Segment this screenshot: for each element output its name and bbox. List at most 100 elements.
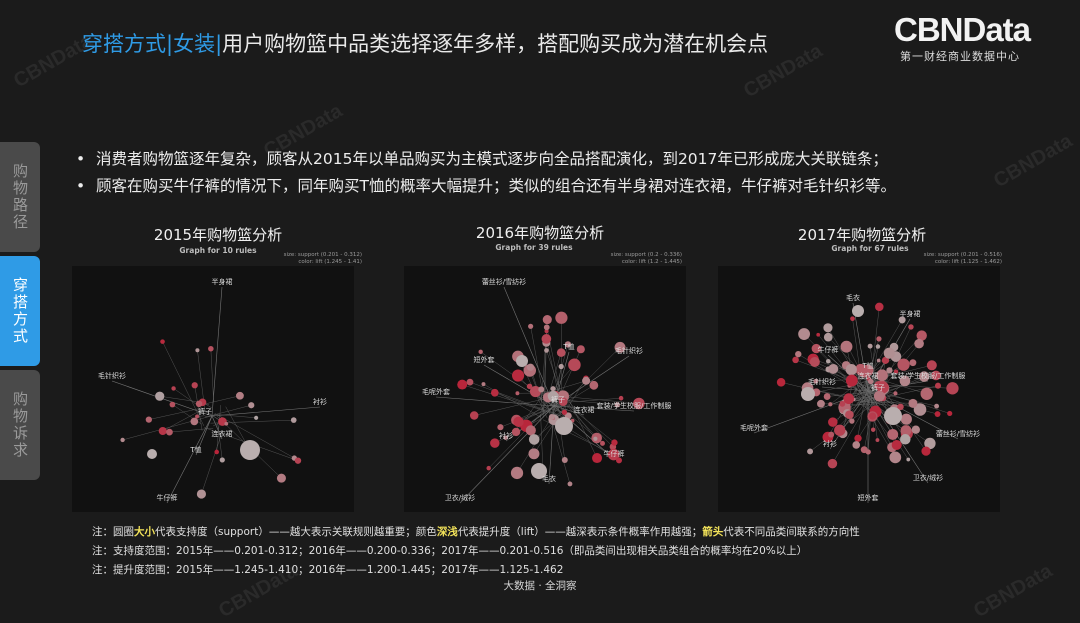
node-label: 毛针织衫 xyxy=(615,346,643,355)
node-label: 卫衣/绒衫 xyxy=(913,473,943,482)
node-label: 短外套 xyxy=(858,493,879,502)
node-label: 牛仔裤 xyxy=(157,493,178,502)
graph-node xyxy=(841,341,853,353)
graph-node xyxy=(889,451,901,463)
graph-legend-2016: size: support (0.2 - 0.336) color: lift … xyxy=(572,252,682,266)
graph-legend-2015: size: support (0.201 - 0.312) color: lif… xyxy=(252,252,362,266)
node-label: 连衣裙 xyxy=(212,429,233,438)
graph-node xyxy=(828,364,838,374)
graph-node xyxy=(516,355,528,367)
graph-node xyxy=(190,418,198,426)
node-label: 毛呢外套 xyxy=(740,423,768,432)
node-label: T恤 xyxy=(562,342,574,351)
graph-node xyxy=(527,384,532,389)
graph-node xyxy=(892,440,902,450)
graph-node xyxy=(909,359,916,366)
graph-node xyxy=(901,414,912,425)
graph-node xyxy=(828,459,837,468)
graph-node xyxy=(254,416,258,420)
tab-outfit-style[interactable]: 穿搭方式 xyxy=(0,256,40,366)
graph-node xyxy=(208,346,214,352)
graph-node xyxy=(582,377,590,385)
graph-node xyxy=(807,448,813,454)
graph-node xyxy=(196,401,202,407)
graph-node xyxy=(843,393,854,404)
graph-node xyxy=(248,402,254,408)
graph-node xyxy=(467,379,474,386)
node-label: 短外套 xyxy=(474,355,495,364)
bullet-item: 消费者购物篮逐年复杂，顾客从2015年以单品购买为主模式逐步向全品搭配演化，到2… xyxy=(74,146,1064,173)
node-label: 毛呢外套 xyxy=(422,387,450,396)
graph-node xyxy=(170,402,176,408)
graph-node xyxy=(611,439,617,445)
graph-node xyxy=(550,386,555,391)
graph-node xyxy=(906,458,910,462)
graph-node xyxy=(908,399,917,408)
graph-node xyxy=(846,375,858,387)
node-label: 连衣裙 xyxy=(574,405,595,414)
graph-node xyxy=(562,410,567,415)
graph-node xyxy=(497,424,503,430)
edge-line xyxy=(160,396,203,402)
graph-node xyxy=(526,425,536,435)
graph-node xyxy=(197,489,206,498)
graph-node xyxy=(824,333,833,342)
graph-node xyxy=(478,350,482,354)
brand-subtitle: 第一财经商业数据中心 xyxy=(900,48,1064,64)
node-label: T恤 xyxy=(861,361,873,370)
edge-line xyxy=(436,397,554,406)
note-line-2: 注：支持度范围：2015年——0.201-0.312；2016年——0.200-… xyxy=(92,542,992,561)
graph-node xyxy=(549,414,555,420)
graph-node xyxy=(816,333,820,337)
size-legend: size: support (0.201 - 0.312) xyxy=(252,252,362,259)
graph-node xyxy=(927,360,937,370)
graph-node xyxy=(295,457,301,463)
tab-shopping-needs[interactable]: 购物诉求 xyxy=(0,370,40,480)
graph-node xyxy=(166,429,173,436)
edges xyxy=(754,303,958,503)
graph-node xyxy=(947,411,952,416)
graph-node xyxy=(877,359,881,363)
graph-node xyxy=(513,417,523,427)
node-label: 毛针织衫 xyxy=(808,377,836,386)
graph-node xyxy=(914,339,924,349)
graph-node xyxy=(600,441,605,446)
graph-legend-2017: size: support (0.201 - 0.516) color: lif… xyxy=(892,252,1002,266)
graph-node xyxy=(935,383,941,389)
node-label: 裤子 xyxy=(551,395,565,404)
brand-logo: CBNData xyxy=(894,12,1064,48)
graph-node xyxy=(817,400,825,408)
graph-node xyxy=(593,437,597,441)
keyword-arrow: 箭头 xyxy=(702,526,723,538)
node-label: 蕾丝衫/雪纺衫 xyxy=(482,277,526,286)
network-graph-2016: 蕾丝衫/雪纺衫短外套T恤毛针织衫毛呢外套裤子连衣裙套装/学生校服/工作制服衬衫牛… xyxy=(404,266,686,512)
node-label: 裤子 xyxy=(871,383,885,392)
edge-line xyxy=(169,428,213,432)
panel-title-2017: 2017年购物篮分析 xyxy=(762,224,962,245)
graph-node xyxy=(826,359,831,364)
node-label: 毛衣 xyxy=(846,293,860,302)
edge-line xyxy=(218,423,223,460)
network-graph-2017: 毛衣半身裙T恤牛仔裤毛针织衫连衣裙裤子套装/学生校服/工作制服毛呢外套蕾丝衫/雪… xyxy=(718,266,1000,512)
footer-tagline: 大数据 · 全洞察 xyxy=(0,578,1080,593)
node-label: 套装/学生校服/工作制服 xyxy=(597,401,672,410)
graph-node xyxy=(875,303,884,312)
graph-node xyxy=(876,344,881,349)
keyword-color: 深浅 xyxy=(437,526,458,538)
graph-node xyxy=(277,474,286,483)
graph-node xyxy=(876,438,880,442)
graph-node xyxy=(491,389,499,397)
graph-node xyxy=(155,392,164,401)
panel-title-2015: 2015年购物篮分析 xyxy=(118,224,318,245)
graph-node xyxy=(846,364,857,375)
tab-shopping-path[interactable]: 购物路径 xyxy=(0,142,40,252)
node-label: 衬衫 xyxy=(823,439,837,448)
graph-node xyxy=(192,382,198,388)
graph-node xyxy=(171,386,175,390)
graph-node xyxy=(486,466,490,470)
graph-node xyxy=(214,450,219,455)
graph-node xyxy=(619,396,624,401)
graph-node xyxy=(777,378,786,387)
color-legend: color: lift (1.245 - 1.41) xyxy=(252,259,362,266)
node-label: 毛针织衫 xyxy=(98,371,126,380)
